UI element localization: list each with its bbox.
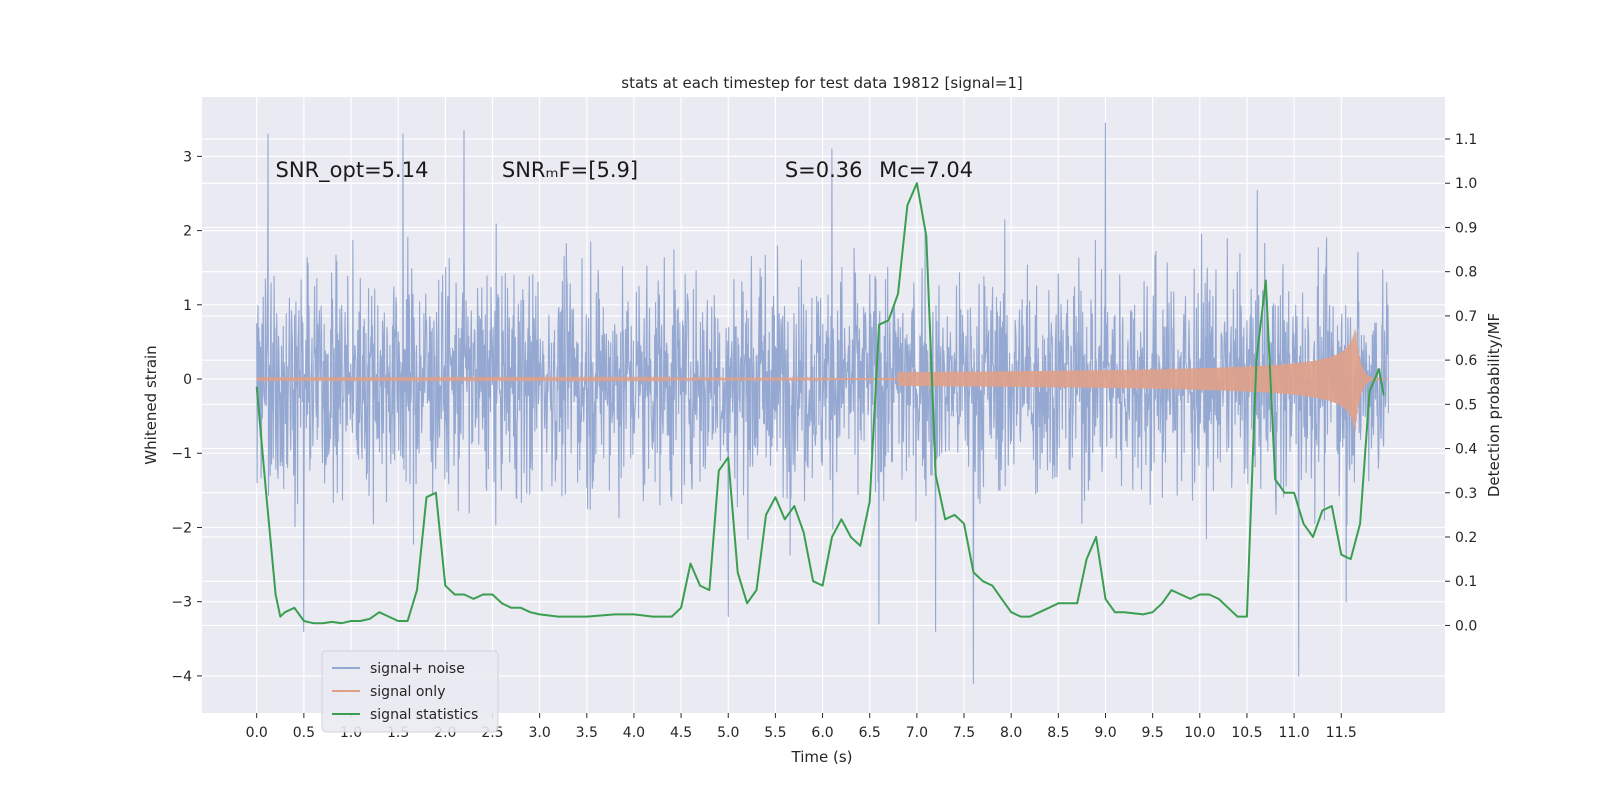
y-tick-label: −4 (171, 669, 192, 685)
legend-label: signal statistics (370, 707, 478, 723)
legend: signal+ noise signal only signal statistic… (321, 650, 499, 733)
x-axis-label: Time (s) (791, 748, 853, 766)
x-tick-label: 10.5 (1231, 725, 1262, 741)
right-y-tick-label: 0.8 (1455, 265, 1477, 281)
annotation-snr-mf: SNRₘF=[5.9] (502, 158, 638, 182)
annotation-chirp-mass: Mᴄ=7.04 (879, 158, 973, 182)
x-tick-label: 3.5 (576, 725, 598, 741)
x-tick-label: 6.5 (859, 725, 881, 741)
right-y-axis-label: Detection probability/MF (1485, 313, 1503, 497)
x-tick-label: 5.0 (717, 725, 739, 741)
series-signal-only (256, 329, 1389, 431)
y-tick-label: −1 (171, 446, 192, 462)
y-tick-label: 1 (183, 298, 192, 314)
right-y-tick-label: 1.1 (1455, 132, 1477, 148)
annotation-spin: S=0.36 (785, 158, 863, 182)
x-tick-label: 4.0 (623, 725, 645, 741)
legend-label: signal+ noise (370, 661, 465, 677)
right-y-tick-label: 0.5 (1455, 397, 1477, 413)
legend-frame (321, 650, 499, 733)
x-tick-label: 8.0 (1000, 725, 1022, 741)
y-tick-label: −2 (171, 520, 192, 536)
right-y-tick-label: 0.1 (1455, 574, 1477, 590)
right-y-tick-label: 1.0 (1455, 176, 1477, 192)
right-y-tick-label: 0.3 (1455, 486, 1477, 502)
x-tick-label: 0.0 (246, 725, 268, 741)
right-y-axis-ticks: 0.0 0.1 0.2 0.3 0.4 0.5 0.6 0.7 0.8 0.9 1.0 1.1 (1445, 132, 1477, 634)
annotations: SNR_opt=5.14 SNRₘF=[5.9] S=0.36 Mᴄ=7.04 (276, 158, 974, 183)
x-tick-label: 5.5 (764, 725, 786, 741)
right-y-tick-label: 0.4 (1455, 442, 1477, 458)
y-tick-label: 3 (183, 149, 192, 165)
right-y-tick-label: 0.9 (1455, 220, 1477, 236)
x-tick-label: 9.5 (1142, 725, 1164, 741)
x-tick-label: 4.5 (670, 725, 692, 741)
x-tick-label: 11.0 (1279, 725, 1310, 741)
series-signal-noise (256, 122, 1389, 684)
x-tick-label: 6.0 (811, 725, 833, 741)
x-tick-label: 9.0 (1094, 725, 1116, 741)
series-signal-statistics (255, 182, 1385, 625)
right-y-tick-label: 0.7 (1455, 309, 1477, 325)
annotation-snr-opt: SNR_opt=5.14 (276, 158, 429, 183)
x-tick-label: 3.0 (528, 725, 550, 741)
x-tick-label: 7.5 (953, 725, 975, 741)
right-y-tick-label: 0.2 (1455, 530, 1477, 546)
y-tick-label: 0 (183, 372, 192, 388)
chart-title: stats at each timestep for test data 198… (621, 74, 1022, 92)
y-tick-label: 2 (183, 224, 192, 240)
x-tick-label: 7.0 (906, 725, 928, 741)
right-y-tick-label: 0.0 (1455, 618, 1477, 634)
x-tick-label: 8.5 (1047, 725, 1069, 741)
y-tick-label: −3 (171, 595, 192, 611)
x-tick-label: 11.5 (1326, 725, 1357, 741)
right-y-tick-label: 0.6 (1455, 353, 1477, 369)
y-axis-label: Whitened strain (142, 345, 160, 464)
y-axis-ticks: −4 −3 −2 −1 0 1 2 3 (171, 149, 202, 685)
legend-label: signal only (370, 684, 445, 700)
series-layer (255, 122, 1389, 684)
x-tick-label: 10.0 (1184, 725, 1215, 741)
x-tick-label: 0.5 (293, 725, 315, 741)
